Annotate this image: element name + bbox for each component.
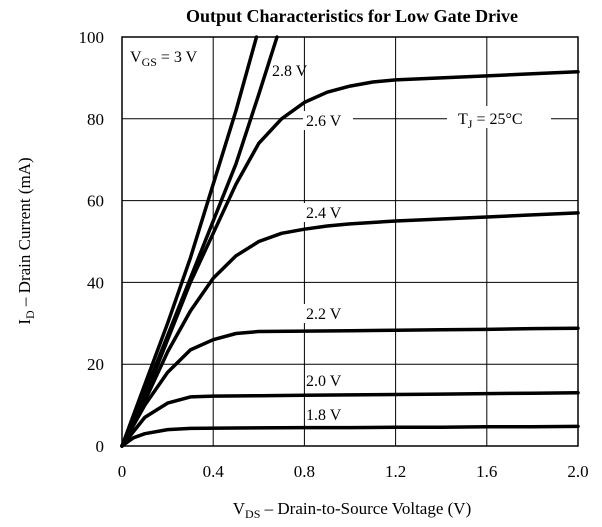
y-tick-label: 100 xyxy=(79,28,105,47)
curve-2-2-v xyxy=(120,326,580,448)
x-tick-label: 2.0 xyxy=(567,462,588,481)
annotation-background xyxy=(447,106,551,128)
label-background xyxy=(303,111,353,130)
x-axis-title-text: VDS – Drain-to-Source Voltage (V) xyxy=(233,499,472,521)
x-tick-label: 0.4 xyxy=(203,462,225,481)
y-tick-labels: 0 20 40 60 80 100 xyxy=(79,28,105,456)
curve-labels: VGS = 3 V 2.8 V 2.6 V 2.4 V 2.2 V 2.0 V 1.8 V xyxy=(130,49,353,424)
grid xyxy=(122,37,578,446)
y-tick-label: 40 xyxy=(87,273,104,292)
chart-title: Output Characteristics for Low Gate Driv… xyxy=(186,6,518,26)
curve-label: 2.2 V xyxy=(306,306,342,323)
label-background xyxy=(303,304,353,323)
label-background xyxy=(303,203,353,222)
curve-2-4-v xyxy=(120,211,580,448)
plot-frame xyxy=(121,36,579,447)
curve-label: 2.4 V xyxy=(306,205,342,222)
y-axis-title-text: ID – Drain Current (mA) xyxy=(15,157,37,324)
curve-label: VGS = 3 V xyxy=(130,49,198,69)
x-tick-label: 0.8 xyxy=(294,462,315,481)
curve-vgs-3-v xyxy=(120,35,259,448)
curve-label: 2.6 V xyxy=(306,113,342,130)
curves xyxy=(120,35,580,448)
x-tick-labels: 0 0.4 0.8 1.2 1.6 2.0 xyxy=(118,462,589,481)
temperature-annotation: TJ = 25°C xyxy=(447,106,551,131)
curve-1-8-v xyxy=(120,424,580,448)
curve-label: 1.8 V xyxy=(306,407,342,424)
x-axis-title: VDS – Drain-to-Source Voltage (V) xyxy=(233,499,472,521)
y-tick-label: 80 xyxy=(87,110,104,129)
curve-2-6-v xyxy=(120,70,580,448)
y-axis-title: ID – Drain Current (mA) xyxy=(15,157,37,324)
curve-label: 2.8 V xyxy=(272,63,308,80)
curve-2-0-v xyxy=(120,391,580,448)
y-tick-label: 0 xyxy=(96,437,105,456)
y-tick-label: 20 xyxy=(87,355,104,374)
y-tick-label: 60 xyxy=(87,192,104,211)
x-tick-label: 1.6 xyxy=(476,462,497,481)
x-tick-label: 0 xyxy=(118,462,127,481)
curve-label: 2.0 V xyxy=(306,373,342,390)
temperature-annotation-text: TJ = 25°C xyxy=(458,111,523,131)
x-tick-label: 1.2 xyxy=(385,462,406,481)
